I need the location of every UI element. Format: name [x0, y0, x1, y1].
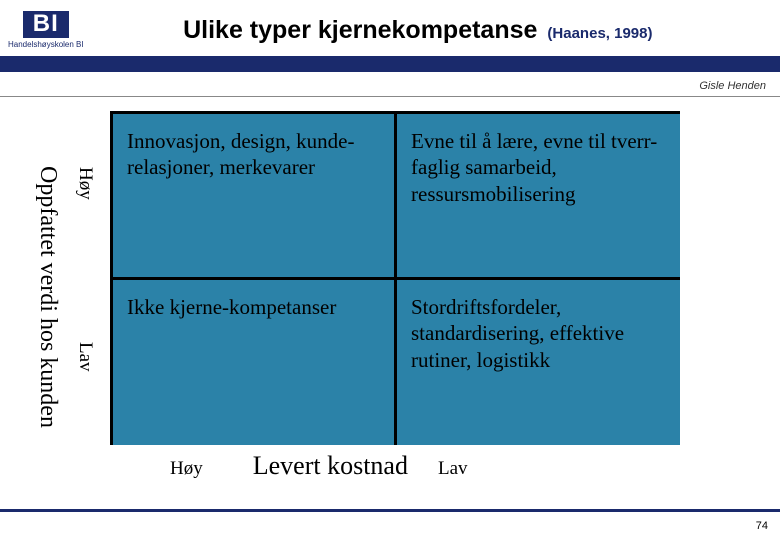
- divider-bar: [0, 56, 780, 72]
- y-axis-low: Lav: [74, 342, 96, 372]
- logo-subtext: Handelshøyskolen BI: [8, 40, 84, 49]
- matrix-grid: Innovasjon, design, kunde-relasjoner, me…: [110, 111, 680, 445]
- x-axis-row: Høy Levert kostnad Lav: [110, 451, 680, 481]
- content: Oppfattet verdi hos kunden Høy Lav Innov…: [0, 97, 780, 497]
- page-number: 74: [756, 520, 768, 532]
- x-axis-high: Høy: [170, 458, 203, 480]
- cell-bottom-right: Stordriftsfordeler, standardisering, eff…: [397, 280, 680, 445]
- cell-top-left: Innovasjon, design, kunde-relasjoner, me…: [113, 114, 394, 277]
- x-axis-label: Levert kostnad: [253, 451, 408, 481]
- cell-top-right: Evne til å lære, evne til tverr-faglig s…: [397, 114, 680, 277]
- footer: 74: [0, 509, 780, 534]
- page-title: Ulike typer kjernekompetanse: [183, 16, 537, 44]
- author-row: Gisle Henden: [0, 72, 780, 97]
- header: BI Handelshøyskolen BI Ulike typer kjern…: [0, 0, 780, 56]
- y-axis-label: Oppfattet verdi hos kunden: [34, 127, 61, 467]
- author-name: Gisle Henden: [699, 80, 766, 92]
- x-axis-low: Lav: [438, 458, 468, 480]
- title-wrap: Ulike typer kjernekompetanse (Haanes, 19…: [94, 16, 772, 45]
- logo-mark: BI: [23, 11, 69, 37]
- cell-bottom-left: Ikke kjerne-kompetanser: [113, 280, 394, 445]
- logo: BI Handelshøyskolen BI: [8, 11, 84, 48]
- page-title-citation: (Haanes, 1998): [547, 25, 652, 42]
- y-axis-high: Høy: [74, 167, 96, 200]
